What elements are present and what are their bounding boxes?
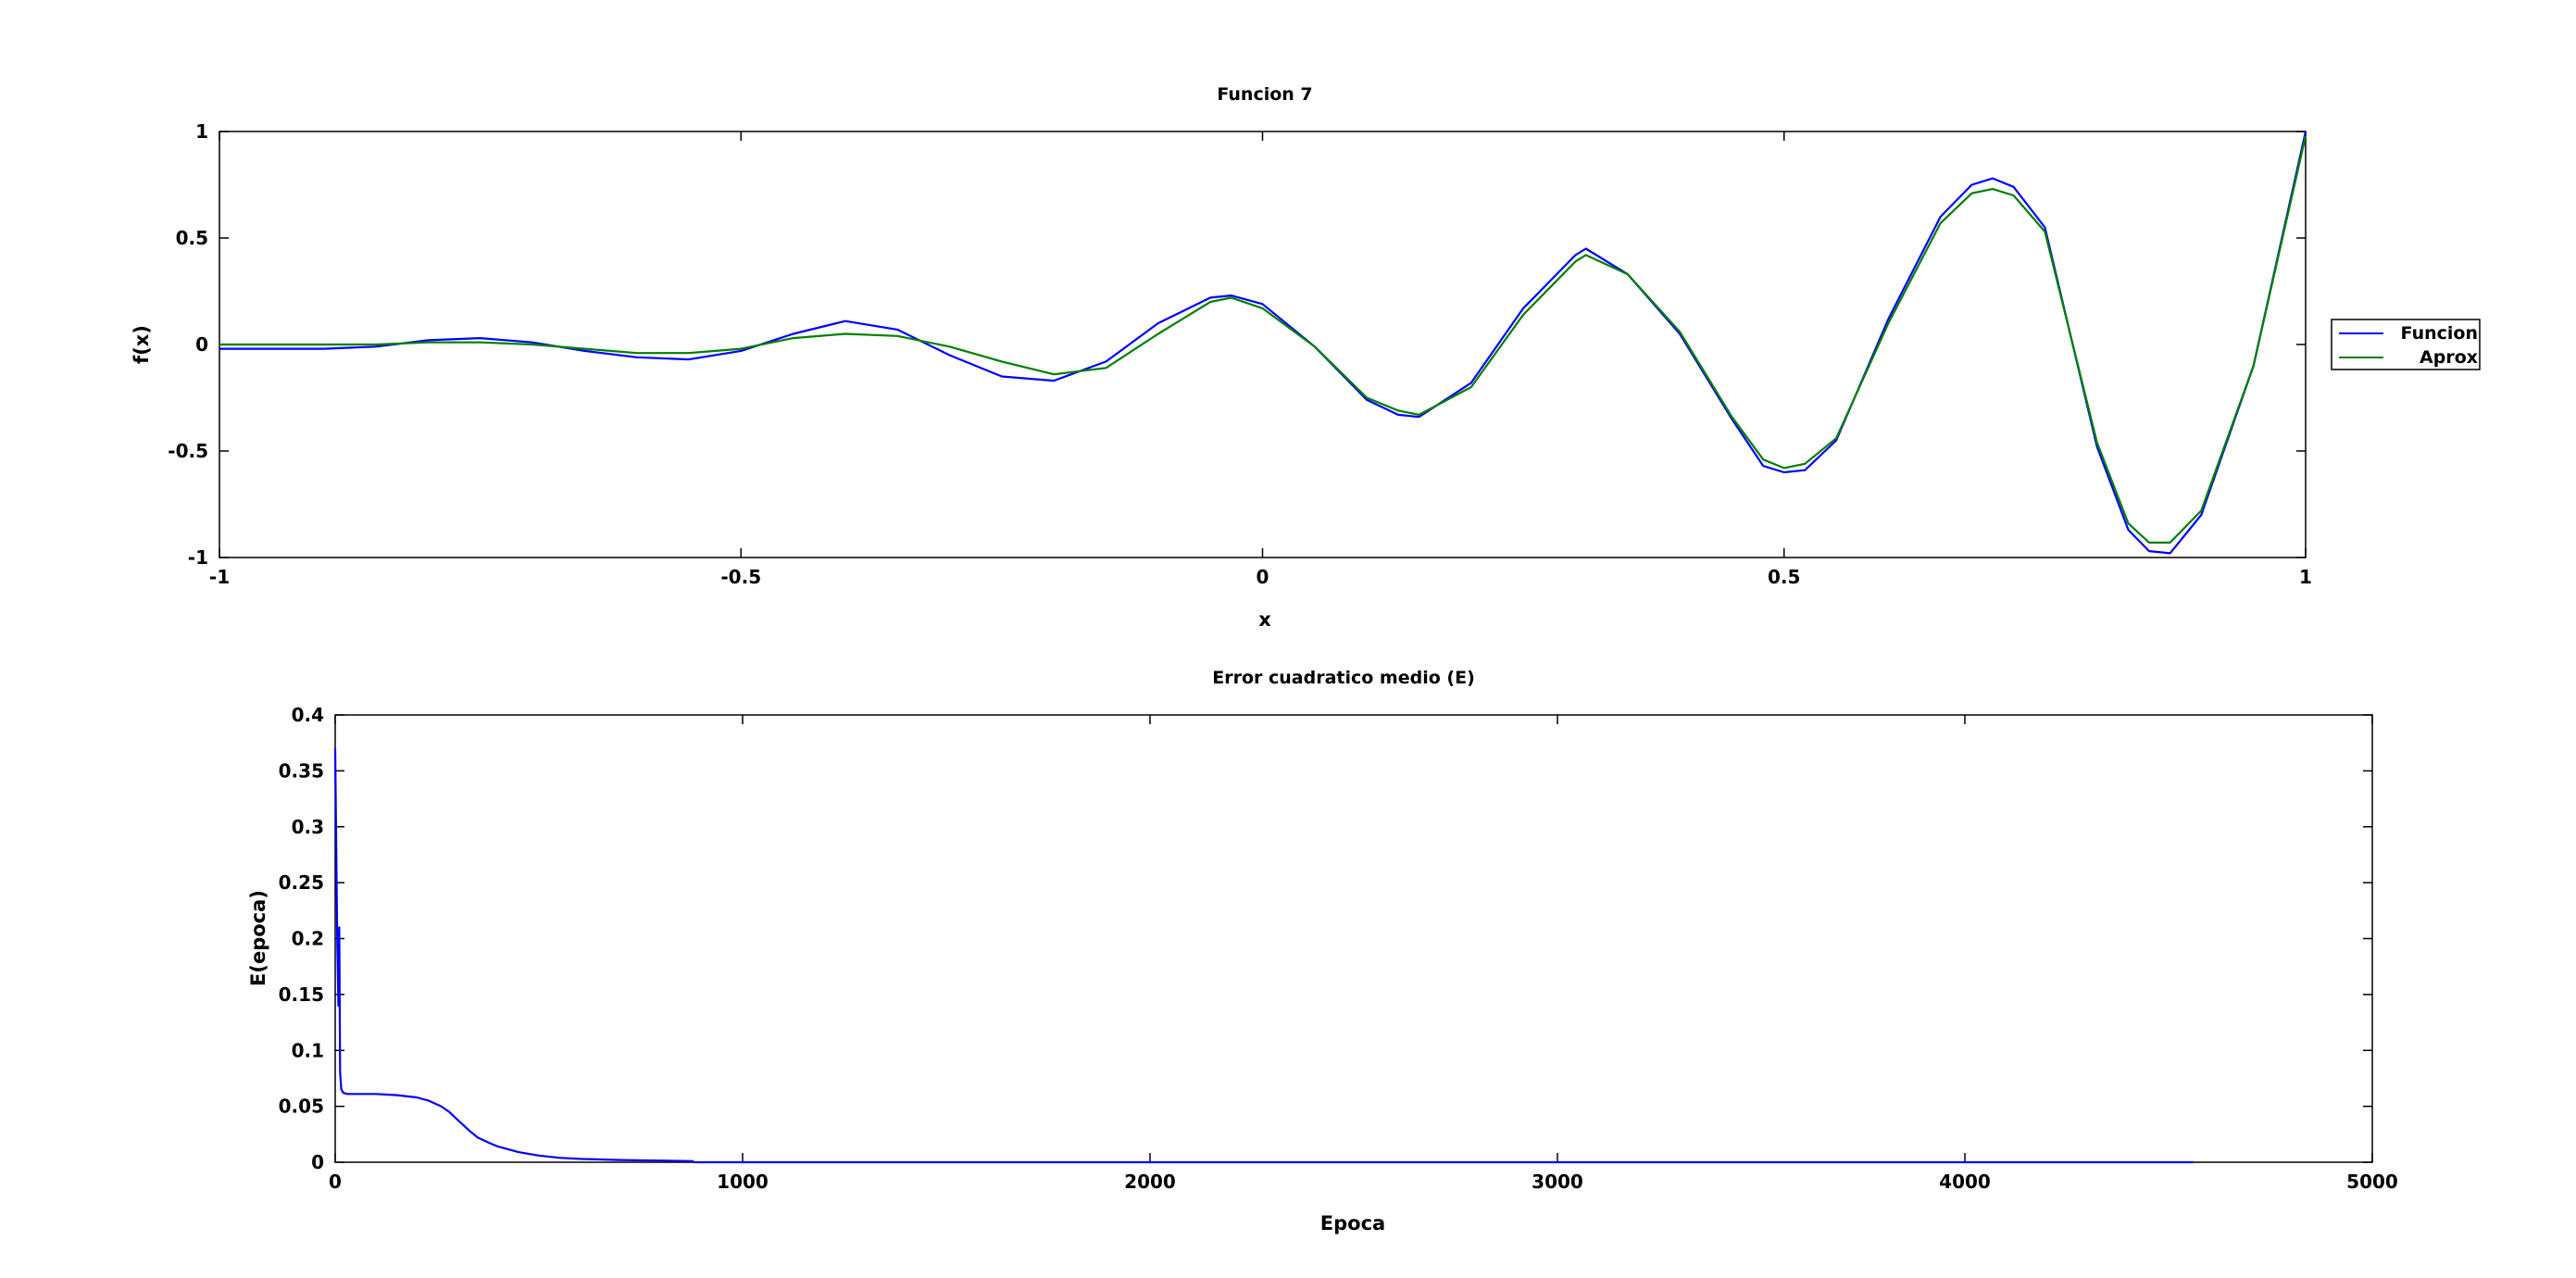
x-tick-label: 4000 [1939,1171,1991,1193]
series-line-funcion [219,131,2307,555]
y-tick-label: 0.2 [292,928,324,950]
series-line-aprox [219,135,2307,545]
y-tick-label: 0.05 [279,1096,324,1118]
x-tick-label: 5000 [2346,1171,2398,1193]
x-tick-label: 0 [329,1171,342,1193]
legend: Funcion Aprox [2331,319,2481,370]
y-axis-label: E(epoca) [247,890,269,986]
series-lines [333,748,2194,1164]
x-axis-label: Epoca [1320,1212,1385,1234]
y-tick-label: 0.15 [279,984,324,1006]
function-chart: Funcion 7 -1 -0.5 0 0.5 1 -1 -0.5 0 0.5 1 x f(x)… [131,84,2481,631]
y-tick-label: -0.5 [168,440,208,462]
y-tick-label: 0.1 [292,1039,324,1061]
x-axis-label: x [1258,608,1271,631]
error-chart: Error cuadratico medio (E) 0 1000 2000 3000… [247,668,2398,1234]
x-tick-label: 2000 [1124,1171,1176,1193]
x-tick-label: 0 [1257,566,1269,588]
y-tick-label: 0 [311,1151,324,1173]
x-tick-label: -1 [209,566,230,588]
legend-label-funcion: Funcion [2401,323,2478,344]
x-tick-labels: 0 1000 2000 3000 4000 5000 [329,1171,2398,1193]
y-tick-labels: 0 0.05 0.1 0.15 0.2 0.25 0.3 0.35 0.4 [279,704,324,1173]
y-tick-label: 0.35 [279,759,324,782]
x-tick-label: 0.5 [1768,566,1800,588]
x-tick-label: -0.5 [720,566,761,588]
legend-box [2331,319,2481,370]
series-line-0 [333,748,694,1162]
y-tick-label: 0.25 [279,871,324,894]
y-tick-label: 0.3 [292,816,324,838]
y-tick-labels: -1 -0.5 0 0.5 1 [168,120,208,569]
series-lines [219,131,2307,555]
x-tick-label: 1000 [717,1171,769,1193]
tick-marks [334,714,2373,1163]
x-tick-label: 1 [2299,566,2312,588]
y-tick-label: 0.4 [292,704,324,726]
y-tick-label: -1 [188,546,208,569]
y-axis-label: f(x) [131,325,153,364]
x-tick-label: 3000 [1532,1171,1583,1193]
x-tick-labels: -1 -0.5 0 0.5 1 [209,566,2312,588]
chart-title: Error cuadratico medio (E) [1212,668,1475,688]
chart-title: Funcion 7 [1217,84,1312,105]
y-tick-label: 0 [195,333,208,356]
y-tick-label: 1 [195,120,208,143]
legend-label-aprox: Aprox [2420,347,2478,368]
y-tick-label: 0.5 [176,227,208,249]
